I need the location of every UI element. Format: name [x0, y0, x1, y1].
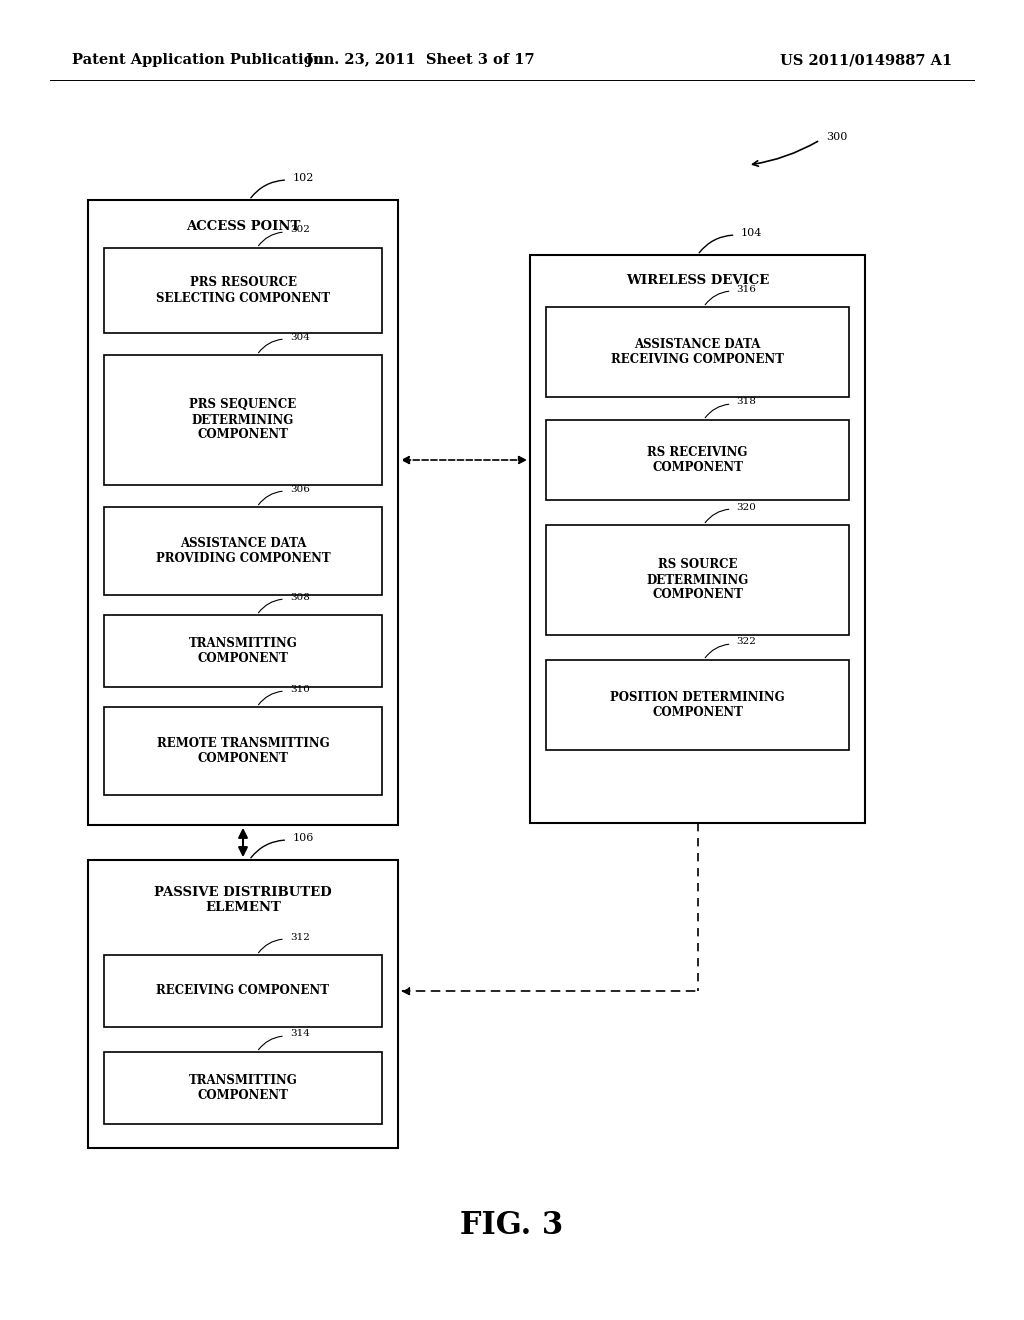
Text: 314: 314	[290, 1030, 310, 1039]
Bar	[88, 201, 398, 825]
Text: US 2011/0149887 A1: US 2011/0149887 A1	[779, 53, 952, 67]
Bar	[88, 861, 398, 1148]
Text: 316: 316	[736, 285, 757, 293]
Text: 318: 318	[736, 397, 757, 407]
Text: PRS SEQUENCE
DETERMINING
COMPONENT: PRS SEQUENCE DETERMINING COMPONENT	[189, 399, 297, 441]
Text: 304: 304	[290, 333, 310, 342]
Bar	[546, 420, 849, 500]
Text: POSITION DETERMINING
COMPONENT: POSITION DETERMINING COMPONENT	[610, 690, 784, 719]
Text: RS RECEIVING
COMPONENT: RS RECEIVING COMPONENT	[647, 446, 748, 474]
Text: ACCESS POINT: ACCESS POINT	[185, 219, 300, 232]
Text: 300: 300	[826, 132, 848, 143]
Text: PRS RESOURCE
SELECTING COMPONENT: PRS RESOURCE SELECTING COMPONENT	[156, 276, 330, 305]
Text: 306: 306	[290, 484, 310, 494]
Text: 302: 302	[290, 226, 310, 235]
Bar	[104, 355, 382, 484]
Bar	[104, 615, 382, 686]
Text: 308: 308	[290, 593, 310, 602]
Bar	[546, 660, 849, 750]
Text: PASSIVE DISTRIBUTED
ELEMENT: PASSIVE DISTRIBUTED ELEMENT	[155, 886, 332, 913]
Bar	[104, 248, 382, 333]
Bar	[104, 708, 382, 795]
Text: 322: 322	[736, 638, 757, 647]
Text: TRANSMITTING
COMPONENT: TRANSMITTING COMPONENT	[188, 638, 297, 665]
Text: 106: 106	[292, 833, 313, 843]
Text: 102: 102	[292, 173, 313, 183]
Text: 104: 104	[740, 228, 762, 238]
Text: FIG. 3: FIG. 3	[461, 1209, 563, 1241]
Bar	[530, 255, 865, 822]
Bar	[104, 1052, 382, 1125]
Bar	[104, 507, 382, 595]
Text: ASSISTANCE DATA
PROVIDING COMPONENT: ASSISTANCE DATA PROVIDING COMPONENT	[156, 537, 331, 565]
Text: WIRELESS DEVICE: WIRELESS DEVICE	[626, 275, 769, 288]
Text: REMOTE TRANSMITTING
COMPONENT: REMOTE TRANSMITTING COMPONENT	[157, 737, 330, 766]
Text: TRANSMITTING
COMPONENT: TRANSMITTING COMPONENT	[188, 1074, 297, 1102]
Text: Jun. 23, 2011  Sheet 3 of 17: Jun. 23, 2011 Sheet 3 of 17	[306, 53, 535, 67]
Text: 320: 320	[736, 503, 757, 511]
Text: ASSISTANCE DATA
RECEIVING COMPONENT: ASSISTANCE DATA RECEIVING COMPONENT	[611, 338, 784, 366]
Text: RS SOURCE
DETERMINING
COMPONENT: RS SOURCE DETERMINING COMPONENT	[646, 558, 749, 602]
Text: Patent Application Publication: Patent Application Publication	[72, 53, 324, 67]
Text: 310: 310	[290, 685, 310, 693]
Bar	[546, 308, 849, 397]
Text: RECEIVING COMPONENT: RECEIVING COMPONENT	[157, 985, 330, 998]
Bar	[546, 525, 849, 635]
Bar	[104, 954, 382, 1027]
Text: 312: 312	[290, 932, 310, 941]
